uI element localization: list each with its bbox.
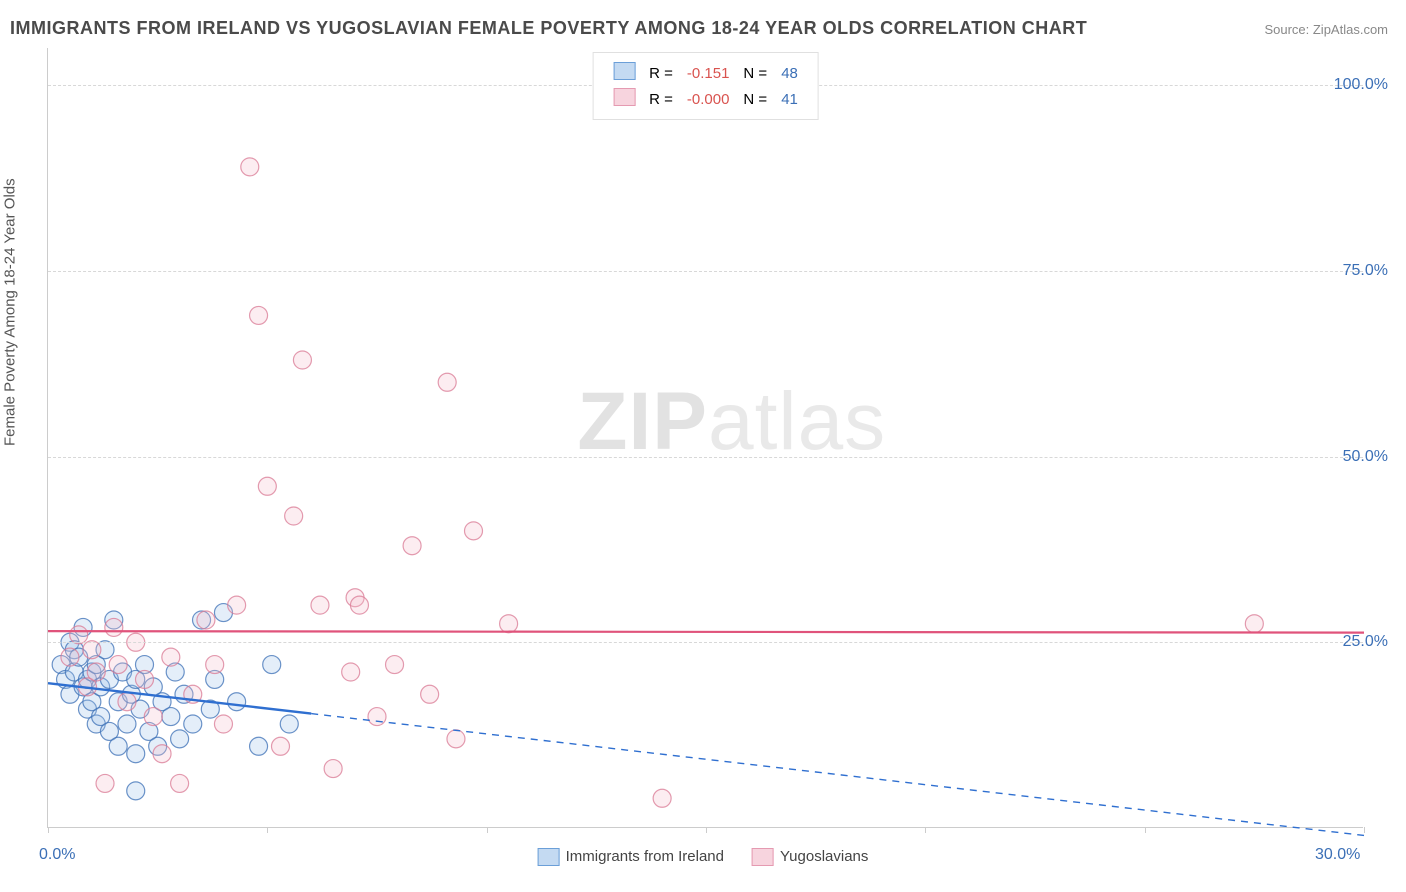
scatter-point-ireland <box>184 715 202 733</box>
legend-bottom-swatch-ireland <box>538 848 560 866</box>
scatter-point-yugoslavia <box>386 656 404 674</box>
scatter-point-yugoslavia <box>285 507 303 525</box>
x-tick-label: 0.0% <box>39 846 75 864</box>
legend-r-val-1: -0.000 <box>681 87 736 111</box>
x-tick <box>487 827 488 833</box>
scatter-point-yugoslavia <box>70 626 88 644</box>
scatter-point-yugoslavia <box>214 715 232 733</box>
scatter-point-yugoslavia <box>403 537 421 555</box>
scatter-point-yugoslavia <box>241 158 259 176</box>
scatter-point-yugoslavia <box>293 351 311 369</box>
scatter-point-yugoslavia <box>206 656 224 674</box>
x-tick <box>1145 827 1146 833</box>
scatter-point-ireland <box>162 708 180 726</box>
grid-line <box>48 271 1363 272</box>
scatter-point-yugoslavia <box>61 648 79 666</box>
scatter-point-yugoslavia <box>105 618 123 636</box>
scatter-point-yugoslavia <box>153 745 171 763</box>
chart-container: IMMIGRANTS FROM IRELAND VS YUGOSLAVIAN F… <box>0 0 1406 892</box>
legend-n-val-1: 41 <box>775 87 804 111</box>
scatter-point-yugoslavia <box>144 708 162 726</box>
scatter-point-yugoslavia <box>465 522 483 540</box>
scatter-point-yugoslavia <box>1245 615 1263 633</box>
scatter-point-yugoslavia <box>447 730 465 748</box>
scatter-point-yugoslavia <box>87 663 105 681</box>
legend-r-label-0: R = <box>643 61 679 85</box>
legend-row-yugoslavia: R = -0.000 N = 41 <box>607 87 804 111</box>
x-tick <box>267 827 268 833</box>
trend-line <box>48 631 1364 632</box>
y-tick-label: 50.0% <box>1343 448 1388 466</box>
legend-n-val-0: 48 <box>775 61 804 85</box>
scatter-point-ireland <box>109 737 127 755</box>
plot-area: ZIPatlas R = -0.151 N = 48 R = -0.000 N … <box>47 48 1363 828</box>
y-tick-label: 25.0% <box>1343 633 1388 651</box>
scatter-point-ireland <box>127 782 145 800</box>
legend-swatch-yugoslavia <box>613 88 635 106</box>
scatter-point-yugoslavia <box>162 648 180 666</box>
legend-bottom-swatch-yugoslavia <box>752 848 774 866</box>
scatter-point-yugoslavia <box>96 774 114 792</box>
grid-line <box>48 457 1363 458</box>
correlation-legend: R = -0.151 N = 48 R = -0.000 N = 41 <box>592 52 819 120</box>
legend-n-label-0: N = <box>737 61 773 85</box>
legend-n-label-1: N = <box>737 87 773 111</box>
legend-r-val-0: -0.151 <box>681 61 736 85</box>
scatter-point-yugoslavia <box>250 306 268 324</box>
legend-item-ireland: Immigrants from Ireland <box>538 848 724 866</box>
scatter-point-yugoslavia <box>438 373 456 391</box>
scatter-point-yugoslavia <box>653 789 671 807</box>
x-tick <box>706 827 707 833</box>
grid-line <box>48 642 1363 643</box>
scatter-point-ireland <box>250 737 268 755</box>
scatter-point-yugoslavia <box>258 477 276 495</box>
legend-row-ireland: R = -0.151 N = 48 <box>607 61 804 85</box>
scatter-point-yugoslavia <box>421 685 439 703</box>
x-tick <box>925 827 926 833</box>
scatter-point-ireland <box>171 730 189 748</box>
trend-line <box>311 714 1364 836</box>
scatter-point-yugoslavia <box>109 656 127 674</box>
scatter-point-yugoslavia <box>83 641 101 659</box>
scatter-point-yugoslavia <box>368 708 386 726</box>
correlation-legend-table: R = -0.151 N = 48 R = -0.000 N = 41 <box>605 59 806 113</box>
chart-title: IMMIGRANTS FROM IRELAND VS YUGOSLAVIAN F… <box>10 18 1087 39</box>
scatter-point-ireland <box>118 715 136 733</box>
chart-svg <box>48 48 1363 827</box>
legend-r-label-1: R = <box>643 87 679 111</box>
x-tick <box>1364 827 1365 833</box>
scatter-point-ireland <box>263 656 281 674</box>
scatter-point-ireland <box>228 693 246 711</box>
scatter-point-yugoslavia <box>197 611 215 629</box>
source-attribution: Source: ZipAtlas.com <box>1264 22 1388 37</box>
x-tick <box>48 827 49 833</box>
legend-swatch-ireland <box>613 62 635 80</box>
scatter-point-yugoslavia <box>342 663 360 681</box>
scatter-point-yugoslavia <box>118 693 136 711</box>
scatter-point-yugoslavia <box>350 596 368 614</box>
legend-bottom-label-1: Yugoslavians <box>780 848 868 865</box>
y-axis-label: Female Poverty Among 18-24 Year Olds <box>2 178 19 446</box>
scatter-point-ireland <box>127 745 145 763</box>
scatter-point-yugoslavia <box>500 615 518 633</box>
scatter-point-yugoslavia <box>136 670 154 688</box>
legend-item-yugoslavia: Yugoslavians <box>752 848 868 866</box>
y-tick-label: 75.0% <box>1343 262 1388 280</box>
scatter-point-yugoslavia <box>271 737 289 755</box>
x-tick-label: 30.0% <box>1315 846 1360 864</box>
scatter-point-ireland <box>280 715 298 733</box>
scatter-point-yugoslavia <box>324 760 342 778</box>
scatter-point-yugoslavia <box>171 774 189 792</box>
scatter-point-yugoslavia <box>311 596 329 614</box>
scatter-point-yugoslavia <box>228 596 246 614</box>
series-legend: Immigrants from Ireland Yugoslavians <box>538 848 869 866</box>
y-tick-label: 100.0% <box>1334 76 1388 94</box>
legend-bottom-label-0: Immigrants from Ireland <box>566 848 724 865</box>
